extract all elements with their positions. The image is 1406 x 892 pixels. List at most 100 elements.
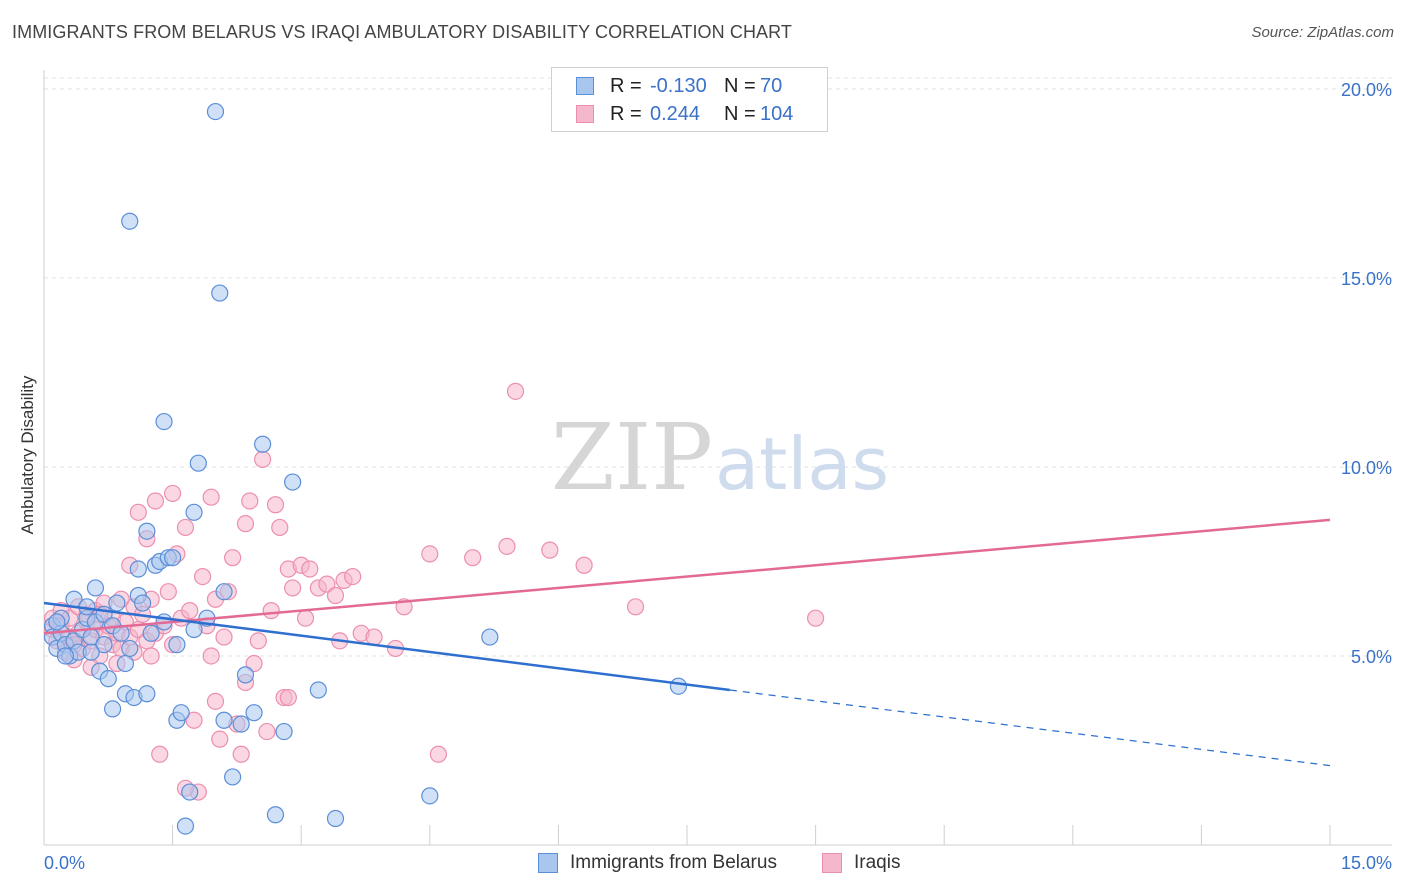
- belarus-point: [155, 412, 173, 431]
- iraqis-legend-swatch-icon: [822, 853, 842, 873]
- x-tick-label: 0.0%: [44, 853, 85, 873]
- belarus-point: [215, 583, 233, 601]
- iraqis-point: [318, 575, 336, 593]
- legend-row-iraqis: R = 0.244 N = 104: [576, 100, 793, 128]
- iraqis-point: [575, 556, 593, 574]
- iraqis-point: [301, 560, 319, 578]
- iraqis-point: [254, 450, 272, 468]
- iraqis-point: [211, 730, 229, 748]
- belarus-point: [48, 613, 66, 631]
- legend-label: Iraqis: [854, 852, 901, 873]
- belarus-point: [421, 787, 439, 805]
- belarus-point: [172, 704, 190, 722]
- belarus-point: [138, 685, 156, 703]
- x-tick-label: 15.0%: [1341, 853, 1392, 873]
- iraqis-point: [151, 745, 169, 763]
- n-value: 104: [760, 102, 794, 125]
- y-tick-label: 15.0%: [1341, 269, 1392, 289]
- belarus-trend-line: [43, 601, 731, 692]
- belarus-point: [108, 594, 126, 612]
- iraqis-point: [806, 609, 825, 627]
- watermark: ZIP atlas: [551, 404, 889, 511]
- r-value: -0.130: [650, 74, 707, 97]
- belarus-point: [309, 681, 327, 699]
- belarus-point: [99, 670, 117, 688]
- watermark-zip: ZIP: [551, 404, 713, 511]
- iraqis-point: [181, 602, 199, 620]
- belarus-point: [133, 594, 152, 612]
- legend-item-belarus[interactable]: Immigrants from Belarus: [538, 852, 777, 874]
- belarus-point: [129, 560, 147, 578]
- iraqis-point: [271, 518, 289, 537]
- iraqis-point: [421, 545, 439, 563]
- belarus-point: [254, 435, 272, 453]
- iraqis-point: [258, 722, 276, 741]
- legend-row-belarus: R = -0.130 N = 70: [576, 72, 782, 100]
- belarus-point: [116, 654, 135, 673]
- iraqis-point: [202, 647, 220, 665]
- r-label: R =: [610, 102, 642, 125]
- chart-title: IMMIGRANTS FROM BELARUS VS IRAQI AMBULAT…: [12, 22, 793, 42]
- n-label: N =: [724, 74, 756, 97]
- y-axis-label: Ambulatory Disability: [18, 375, 37, 535]
- iraqis-point: [202, 488, 220, 506]
- grid-layer: 5.0% 10.0% 15.0% 20.0%: [44, 77, 1392, 667]
- iraqis-point: [245, 654, 263, 673]
- belarus-point: [284, 473, 302, 491]
- belarus-point: [211, 284, 229, 302]
- belarus-point: [206, 102, 225, 121]
- legend-label: Immigrants from Belarus: [570, 852, 777, 873]
- iraqis-point: [284, 579, 302, 597]
- iraqis-point: [129, 503, 147, 521]
- belarus-point: [232, 715, 250, 733]
- iraqis-point: [224, 549, 242, 567]
- n-label: N =: [724, 102, 756, 125]
- belarus-point: [669, 677, 688, 695]
- iraqis-point: [236, 515, 255, 533]
- iraqis-point: [249, 632, 267, 650]
- belarus-legend-swatch-icon: [538, 853, 558, 873]
- belarus-point: [326, 809, 345, 828]
- belarus-point: [185, 503, 203, 521]
- belarus-point: [266, 806, 285, 824]
- belarus-points: [43, 102, 688, 835]
- belarus-swatch-icon: [576, 77, 594, 95]
- axis-layer: 0.0% 15.0%: [43, 70, 1392, 873]
- belarus-point: [481, 628, 499, 646]
- y-tick-label: 10.0%: [1341, 458, 1392, 478]
- belarus-point: [236, 666, 255, 684]
- belarus-point: [142, 624, 160, 642]
- trend-lines: [43, 518, 1331, 767]
- iraqis-point: [266, 496, 285, 514]
- source-label: Source: ZipAtlas.com: [1251, 24, 1394, 41]
- iraqis-point: [279, 688, 297, 707]
- r-label: R =: [610, 74, 642, 97]
- r-value: 0.244: [650, 102, 701, 125]
- belarus-point: [164, 549, 182, 567]
- iraqis-point: [626, 598, 645, 616]
- iraqis-point: [262, 602, 280, 620]
- belarus-point: [275, 722, 293, 741]
- iraqis-point: [498, 537, 516, 555]
- iraqis-point: [142, 647, 160, 665]
- iraqis-point: [215, 628, 233, 646]
- belarus-point: [86, 579, 105, 597]
- legend-item-iraqis[interactable]: Iraqis: [822, 852, 900, 874]
- iraqis-point: [326, 586, 345, 605]
- iraqis-point: [464, 549, 482, 567]
- iraqis-point: [506, 382, 525, 400]
- belarus-point: [95, 636, 113, 654]
- iraqis-point: [164, 484, 182, 503]
- iraqis-point: [194, 567, 212, 586]
- iraqis-point: [541, 541, 559, 559]
- n-value: 70: [760, 74, 783, 97]
- iraqis-point: [206, 692, 225, 710]
- iraqis-point: [296, 609, 315, 627]
- iraqis-point: [429, 745, 447, 763]
- belarus-point: [224, 768, 242, 786]
- belarus-point: [189, 454, 207, 472]
- belarus-point: [138, 522, 156, 540]
- watermark-atlas: atlas: [715, 422, 889, 506]
- belarus-point: [245, 704, 263, 722]
